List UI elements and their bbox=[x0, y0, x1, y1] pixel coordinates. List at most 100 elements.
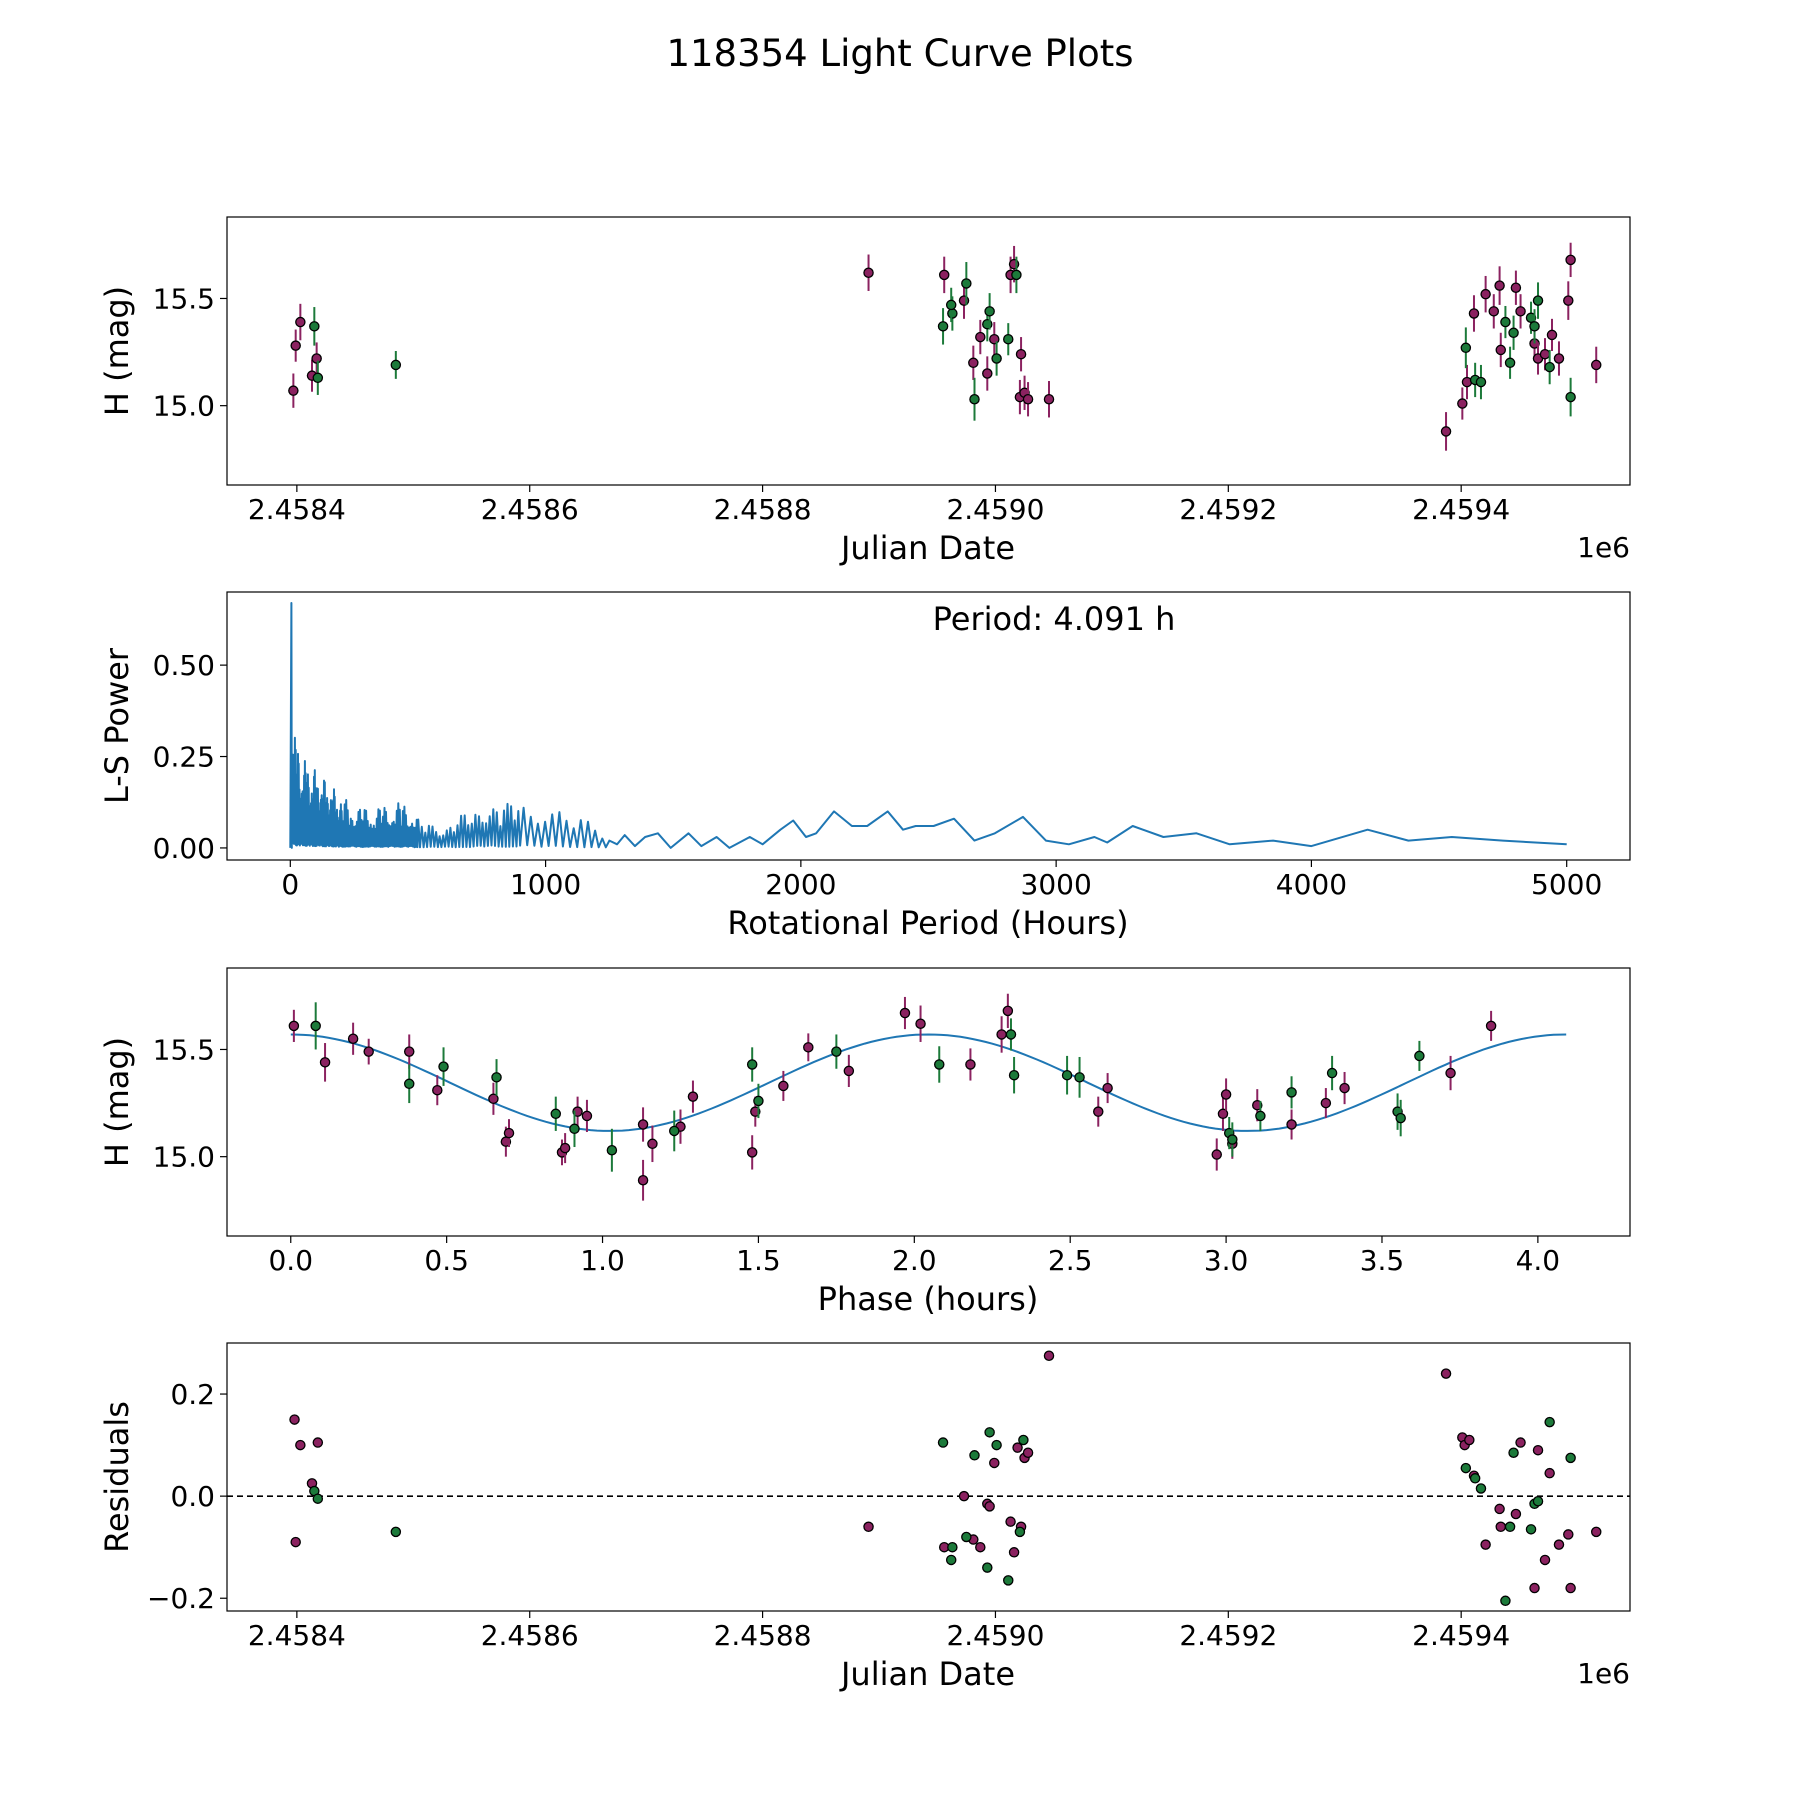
phased-x-tick-label: 1.0 bbox=[580, 1244, 625, 1277]
phased-fit-curve bbox=[290, 1033, 1567, 1132]
phased-point-purple bbox=[1220, 1089, 1232, 1100]
residuals-x-tick-label: 2.4584 bbox=[248, 1619, 346, 1652]
phased-point-purple bbox=[965, 1059, 976, 1070]
phased-point-purple bbox=[1217, 1108, 1229, 1120]
residuals-point-green bbox=[390, 1526, 402, 1538]
lightcurve-point-green bbox=[991, 353, 1002, 364]
lightcurve-point-purple bbox=[1457, 398, 1468, 409]
phased-marks bbox=[288, 993, 1567, 1201]
residuals-point-purple bbox=[1532, 1444, 1544, 1456]
residuals-x-tick-label: 2.4590 bbox=[946, 1619, 1044, 1652]
residuals-y-tick-label: 0.2 bbox=[170, 1378, 215, 1411]
phased-point-green bbox=[1008, 1069, 1020, 1081]
residuals-point-green bbox=[1018, 1434, 1029, 1446]
lightcurve-point-green bbox=[1500, 316, 1511, 328]
residuals-point-purple bbox=[1544, 1467, 1555, 1479]
lightcurve-x-tick-label: 2.4586 bbox=[481, 493, 579, 526]
lightcurve-point-green bbox=[312, 372, 324, 384]
phased-point-green bbox=[1227, 1134, 1238, 1145]
lightcurve-point-purple bbox=[1495, 344, 1507, 356]
lightcurve-point-purple bbox=[975, 331, 986, 343]
residuals-x-offset-label: 1e6 bbox=[1577, 1657, 1630, 1690]
residuals-point-purple bbox=[1494, 1503, 1505, 1515]
lightcurve-point-green bbox=[309, 321, 320, 332]
lightcurve-y-tick-label: 15.5 bbox=[153, 282, 215, 315]
lightcurve-point-purple bbox=[1440, 426, 1452, 437]
periodogram-ylabel: L-S Power bbox=[98, 647, 136, 804]
figure-title: 118354 Light Curve Plots bbox=[666, 32, 1133, 75]
phased-point-purple bbox=[503, 1127, 515, 1139]
phased-point-purple bbox=[1211, 1149, 1222, 1160]
residuals-ticks: 2.4584 2.4586 2.4588 2.4590 2.4592 2.4594 −0.2… bbox=[147, 1378, 1510, 1652]
residuals-point-purple bbox=[1510, 1508, 1522, 1520]
residuals-point-green bbox=[1469, 1473, 1481, 1484]
lightcurve-point-purple bbox=[1553, 353, 1565, 364]
phased-point-purple bbox=[637, 1175, 649, 1186]
phased-point-green bbox=[668, 1125, 680, 1137]
residuals-point-purple bbox=[1012, 1442, 1023, 1453]
lightcurve-point-purple bbox=[938, 269, 950, 281]
lightcurve-point-green bbox=[1565, 391, 1576, 403]
phased-point-green bbox=[1255, 1110, 1266, 1122]
lightcurve-point-purple bbox=[290, 340, 301, 351]
residuals-point-green bbox=[984, 1427, 995, 1438]
phased-point-purple bbox=[687, 1091, 699, 1102]
residuals-point-purple bbox=[984, 1501, 995, 1512]
residuals-point-purple bbox=[989, 1457, 1000, 1469]
lightcurve-point-green bbox=[1532, 295, 1544, 306]
phased-point-purple bbox=[403, 1046, 415, 1057]
phased-x-tick-label: 4.0 bbox=[1516, 1244, 1561, 1277]
residuals-point-green bbox=[1544, 1416, 1555, 1428]
residuals-x-tick-label: 2.4592 bbox=[1179, 1619, 1277, 1652]
periodogram-x-tick-label: 0 bbox=[281, 868, 299, 901]
phased-point-purple bbox=[1339, 1082, 1350, 1094]
residuals-point-green bbox=[1508, 1447, 1519, 1459]
lightcurve-point-purple bbox=[982, 368, 993, 379]
residuals-x-tick-label: 2.4594 bbox=[1412, 1619, 1510, 1652]
residuals-point-green bbox=[1565, 1452, 1576, 1464]
residuals-point-purple bbox=[1440, 1368, 1452, 1379]
residuals-point-purple bbox=[1005, 1516, 1016, 1527]
phased-point-green bbox=[1414, 1050, 1425, 1062]
residuals-point-green bbox=[991, 1439, 1002, 1451]
phased-point-green bbox=[934, 1059, 945, 1070]
periodogram-marks bbox=[289, 602, 1567, 849]
residuals-point-green bbox=[1014, 1526, 1026, 1538]
phased-point-purple bbox=[488, 1093, 499, 1105]
residuals-point-green bbox=[1525, 1524, 1537, 1535]
residuals-x-tick-label: 2.4586 bbox=[481, 1619, 579, 1652]
lightcurve-point-purple bbox=[311, 353, 322, 364]
lightcurve-point-purple bbox=[1494, 280, 1505, 291]
phased-point-green bbox=[1005, 1029, 1017, 1040]
residuals-x-tick-label: 2.4588 bbox=[714, 1619, 812, 1652]
periodogram-y-tick-label: 0.50 bbox=[153, 649, 215, 682]
phased-point-purple bbox=[915, 1018, 926, 1029]
phased-point-green bbox=[403, 1078, 415, 1090]
residuals-point-green bbox=[982, 1562, 993, 1573]
lightcurve-point-green bbox=[1460, 342, 1472, 354]
phased-point-green bbox=[550, 1108, 562, 1120]
lightcurve-x-tick-label: 2.4590 bbox=[946, 493, 1044, 526]
phased-point-purple bbox=[319, 1057, 331, 1068]
periodogram-y-tick-label: 0.00 bbox=[153, 832, 215, 865]
lightcurve-point-purple bbox=[1468, 308, 1480, 319]
residuals-point-purple bbox=[1464, 1434, 1475, 1446]
residuals-axes-frame bbox=[226, 1342, 1631, 1612]
lightcurve-x-tick-label: 2.4592 bbox=[1179, 493, 1277, 526]
lightcurve-point-purple bbox=[1515, 306, 1526, 317]
lightcurve-x-tick-label: 2.4594 bbox=[1412, 493, 1510, 526]
lightcurve-point-green bbox=[969, 393, 980, 405]
residuals-point-purple bbox=[1022, 1447, 1034, 1459]
phased-point-green bbox=[1286, 1087, 1297, 1098]
phased-point-purple bbox=[347, 1033, 359, 1045]
residuals-point-purple bbox=[1553, 1539, 1565, 1550]
residuals-point-green bbox=[1003, 1575, 1014, 1586]
periodogram-line bbox=[289, 602, 1567, 849]
periodogram-x-tick-label: 5000 bbox=[1531, 868, 1602, 901]
lightcurve-ylabel: H (mag) bbox=[98, 286, 136, 416]
phased-point-green bbox=[491, 1072, 502, 1083]
phased-point-purple bbox=[363, 1046, 374, 1057]
lightcurve-point-purple bbox=[1510, 282, 1522, 294]
lightcurve-point-purple bbox=[863, 267, 874, 278]
phased-panel: 0.0 0.5 1.0 1.5 2.0 2.5 3.0 3.5 4.0 15.0 15.5 Phas… bbox=[98, 967, 1631, 1318]
